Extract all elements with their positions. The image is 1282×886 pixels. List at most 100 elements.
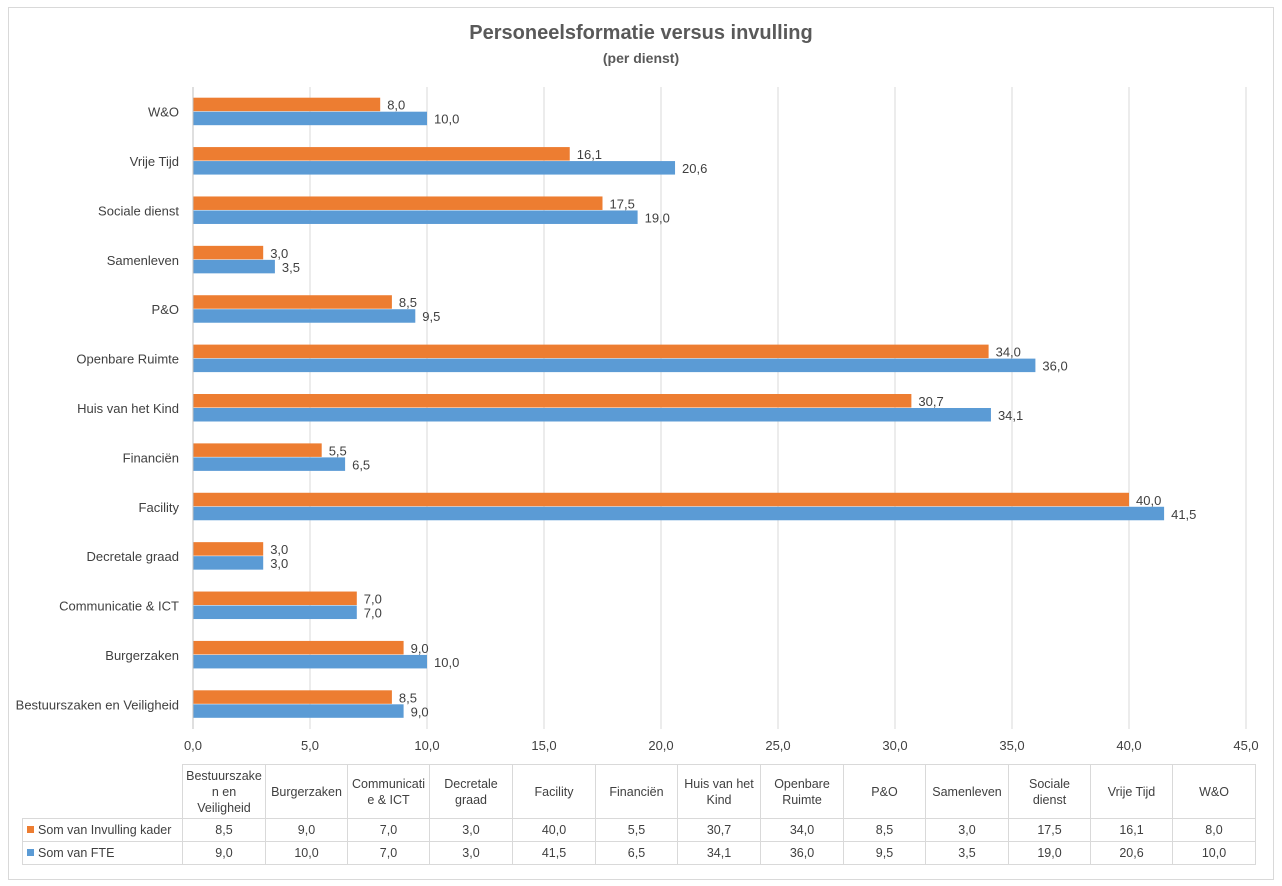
bar-fte xyxy=(193,161,676,175)
y-tick-label: Vrije Tijd xyxy=(130,154,179,169)
data-label: 20,6 xyxy=(682,161,707,176)
data-label: 3,0 xyxy=(270,246,288,261)
bars: 8,59,09,010,07,07,03,03,040,041,55,56,53… xyxy=(193,97,1196,719)
x-tick-label: 40,0 xyxy=(1116,738,1141,753)
legend-key xyxy=(27,826,34,833)
y-tick-label: Financiën xyxy=(123,450,179,465)
bar-invulling xyxy=(193,295,392,309)
data-label: 3,0 xyxy=(270,556,288,571)
y-tick-label: Huis van het Kind xyxy=(77,401,179,416)
data-label: 16,1 xyxy=(577,147,602,162)
legend-key xyxy=(27,849,34,856)
y-tick-label: W&O xyxy=(148,105,179,120)
y-tick-label: P&O xyxy=(152,302,179,317)
legend-label: Som van FTE xyxy=(38,846,115,860)
data-label: 10,0 xyxy=(434,655,459,670)
y-tick-label: Decretale graad xyxy=(87,549,180,564)
bar-invulling xyxy=(193,591,357,606)
y-tick-label: Bestuurszaken en Veiligheid xyxy=(16,697,179,712)
bar-fte xyxy=(193,457,346,471)
chart-title: Personeelsformatie versus invulling xyxy=(469,22,813,44)
data-label: 7,0 xyxy=(364,592,382,607)
table-cell: 3,0 xyxy=(429,818,513,842)
table-cell: 34,1 xyxy=(677,841,761,865)
data-label: 7,0 xyxy=(364,606,382,621)
table-header-cell: Financiën xyxy=(595,764,678,819)
table-cell: 9,0 xyxy=(182,841,266,865)
data-label: 9,5 xyxy=(422,309,440,324)
x-tick-label: 0,0 xyxy=(184,738,202,753)
table-row: Som van FTE 9,0 10,0 7,0 3,0 41,5 6,5 34,1 36,0 9… xyxy=(22,841,1256,865)
table-row: Som van Invulling kader 8,5 9,0 7,0 3,0 40,0 5… xyxy=(22,818,1256,842)
data-label: 36,0 xyxy=(1042,359,1067,374)
x-tick-label: 35,0 xyxy=(999,738,1024,753)
table-cell: 8,0 xyxy=(1172,818,1256,842)
bar-invulling xyxy=(193,97,381,112)
table-header-cell: Openbare Ruimte xyxy=(760,764,844,819)
table-header-cell: W&O xyxy=(1172,764,1256,819)
table-cell: 36,0 xyxy=(760,841,844,865)
bar-fte xyxy=(193,309,416,323)
table-cell: 17,5 xyxy=(1008,818,1091,842)
data-label: 40,0 xyxy=(1136,493,1161,508)
bar-chart: 8,59,09,010,07,07,03,03,040,041,55,56,53… xyxy=(16,87,1259,753)
y-tick-label: Communicatie & ICT xyxy=(59,599,179,614)
data-label: 3,0 xyxy=(270,542,288,557)
bar-fte xyxy=(193,111,427,126)
axes: 0,0 5,0 10,0 15,0 20,0 25,0 30,0 35,0 40,0 45,0 Be… xyxy=(16,87,1259,753)
legend-entry: Som van FTE xyxy=(22,841,183,865)
y-tick-label: Sociale dienst xyxy=(98,203,179,218)
bar-fte xyxy=(193,556,264,570)
data-label: 17,5 xyxy=(610,196,635,211)
data-label: 19,0 xyxy=(645,210,670,225)
bar-invulling xyxy=(193,147,570,161)
table-cell: 7,0 xyxy=(347,841,430,865)
table-cell: 8,5 xyxy=(843,818,926,842)
data-label: 34,0 xyxy=(996,345,1021,360)
y-tick-label: Samenleven xyxy=(107,253,179,268)
bar-fte xyxy=(193,210,638,224)
bar-invulling xyxy=(193,394,912,408)
bar-fte xyxy=(193,506,1165,521)
data-table: Bestuurszake n en Veiligheid Burgerzaken C… xyxy=(22,764,1256,865)
bar-invulling xyxy=(193,542,264,556)
bar-fte xyxy=(193,408,991,422)
data-label: 6,5 xyxy=(352,457,370,472)
table-cell: 3,5 xyxy=(925,841,1009,865)
x-tick-label: 15,0 xyxy=(531,738,556,753)
table-header-cell: Vrije Tijd xyxy=(1090,764,1173,819)
data-label: 5,5 xyxy=(329,443,347,458)
x-tick-label: 20,0 xyxy=(648,738,673,753)
table-cell: 8,5 xyxy=(182,818,266,842)
legend-entry: Som van Invulling kader xyxy=(22,818,183,842)
table-cell: 20,6 xyxy=(1090,841,1173,865)
x-tick-label: 25,0 xyxy=(765,738,790,753)
table-header-cell: P&O xyxy=(843,764,926,819)
table-cell: 3,0 xyxy=(925,818,1009,842)
table-cell: 5,5 xyxy=(595,818,678,842)
table-corner xyxy=(22,764,183,819)
table-cell: 41,5 xyxy=(512,841,596,865)
table-cell: 9,5 xyxy=(843,841,926,865)
table-cell: 6,5 xyxy=(595,841,678,865)
bar-invulling xyxy=(193,344,989,359)
table-cell: 34,0 xyxy=(760,818,844,842)
data-label: 10,0 xyxy=(434,112,459,127)
table-header-cell: Bestuurszake n en Veiligheid xyxy=(182,764,266,819)
bar-fte xyxy=(193,259,275,274)
table-cell: 30,7 xyxy=(677,818,761,842)
bar-fte xyxy=(193,358,1036,373)
table-cell: 16,1 xyxy=(1090,818,1173,842)
table-cell: 10,0 xyxy=(1172,841,1256,865)
bar-invulling xyxy=(193,443,322,457)
bar-invulling xyxy=(193,245,264,260)
bar-invulling xyxy=(193,690,392,704)
x-tick-label: 30,0 xyxy=(882,738,907,753)
bar-invulling xyxy=(193,640,404,655)
bar-fte xyxy=(193,704,404,718)
data-label: 41,5 xyxy=(1171,507,1196,522)
table-header-cell: Huis van het Kind xyxy=(677,764,761,819)
data-label: 8,0 xyxy=(387,98,405,113)
data-label: 30,7 xyxy=(918,394,943,409)
y-tick-label: Burgerzaken xyxy=(105,648,179,663)
